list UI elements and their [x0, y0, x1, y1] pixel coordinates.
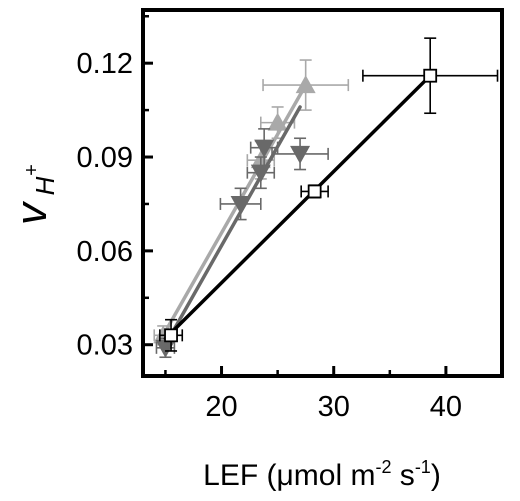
fit-line: [161, 83, 308, 338]
x-axis-title-main: LEF (μmol m: [203, 459, 375, 492]
y-tick-label: 0.06: [77, 236, 133, 268]
axis-ticks: [143, 15, 448, 376]
fit-line: [163, 105, 302, 347]
x-tick-label: 20: [205, 391, 237, 423]
x-tick-label: 30: [318, 391, 350, 423]
fit-line: [163, 73, 432, 341]
y-axis-title-main: v: [7, 200, 56, 225]
data-point-triangle-down: [230, 195, 251, 214]
data-point-triangle-down: [155, 339, 176, 358]
data-point-triangle-down: [290, 145, 311, 164]
x-axis-title-sup2: -1: [415, 457, 431, 477]
data-point-square: [307, 184, 322, 199]
x-axis-title-end: ): [431, 459, 441, 492]
data-point-triangle-down: [250, 164, 271, 183]
data-point-square: [423, 68, 438, 83]
series-square-open: [159, 37, 499, 352]
y-axis-title: v H +: [7, 164, 60, 225]
y-tick-label: 0.09: [77, 142, 133, 174]
data-point-square: [164, 328, 178, 343]
x-tick-label: 40: [430, 391, 462, 423]
data-point-triangle-up: [267, 112, 288, 131]
plot-frame: [141, 8, 504, 378]
data-point-triangle-up: [295, 75, 316, 94]
tick-labels: 20 30 40 0.03 0.06 0.09 0.12: [77, 48, 462, 423]
y-axis-title-sub: H: [30, 176, 60, 195]
series-triangle-down: [155, 105, 329, 359]
y-axis-title-sup: +: [21, 164, 43, 176]
y-tick-label: 0.03: [77, 330, 133, 362]
x-axis-title-sup1: -2: [375, 457, 391, 477]
y-tick-label: 0.12: [77, 48, 133, 80]
x-axis-title-mid: s: [391, 459, 414, 492]
plot-elements: [153, 37, 499, 359]
x-axis-title: LEF (μmol m-2 s-1): [203, 457, 441, 492]
series-triangle-up: [153, 59, 350, 346]
data-point-triangle-down: [254, 139, 275, 158]
